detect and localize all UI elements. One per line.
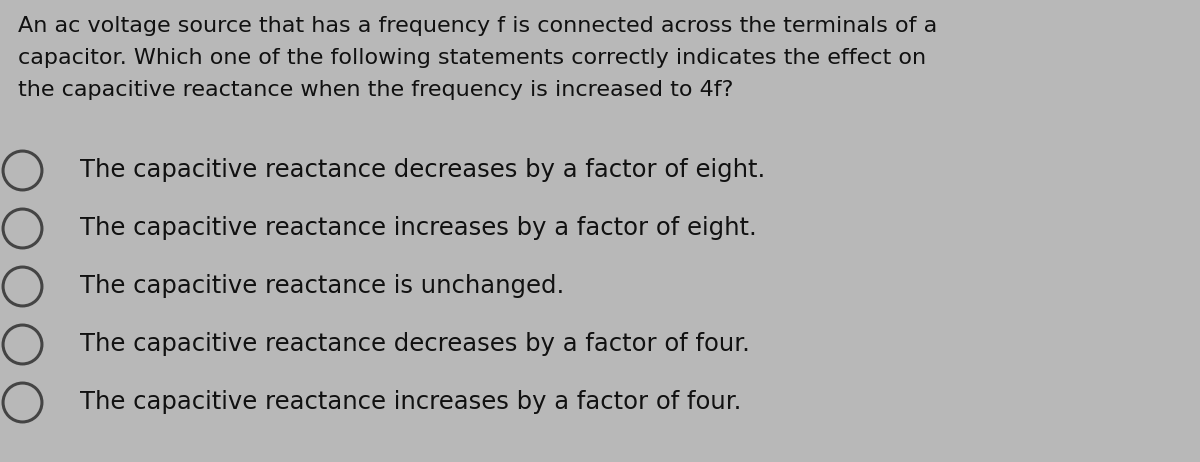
- Text: The capacitive reactance decreases by a factor of four.: The capacitive reactance decreases by a …: [80, 332, 750, 356]
- Text: The capacitive reactance increases by a factor of four.: The capacitive reactance increases by a …: [80, 390, 742, 414]
- Text: An ac voltage source that has a frequency f is connected across the terminals of: An ac voltage source that has a frequenc…: [18, 16, 937, 36]
- Text: the capacitive reactance when the frequency is increased to 4f?: the capacitive reactance when the freque…: [18, 80, 733, 100]
- Text: capacitor. Which one of the following statements correctly indicates the effect : capacitor. Which one of the following st…: [18, 48, 926, 68]
- Text: The capacitive reactance decreases by a factor of eight.: The capacitive reactance decreases by a …: [80, 158, 766, 182]
- Text: The capacitive reactance increases by a factor of eight.: The capacitive reactance increases by a …: [80, 216, 757, 240]
- Text: The capacitive reactance is unchanged.: The capacitive reactance is unchanged.: [80, 274, 564, 298]
